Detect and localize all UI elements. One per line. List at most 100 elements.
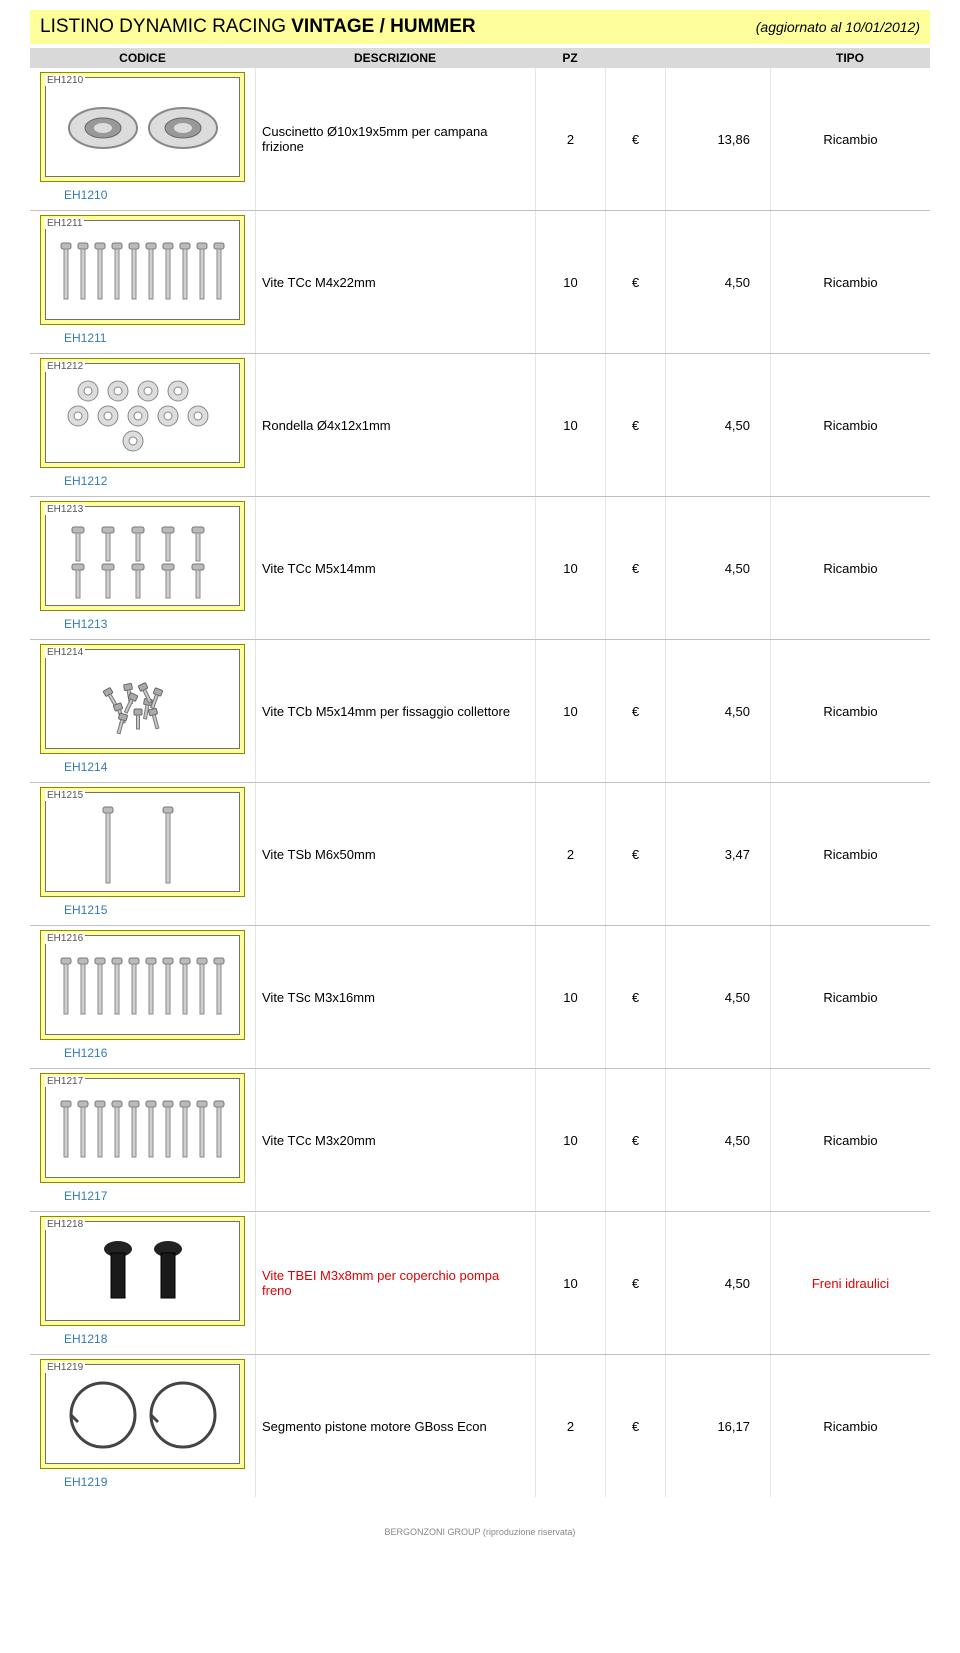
product-thumbnail xyxy=(45,1364,240,1464)
table-row: EH1213 xyxy=(30,496,930,639)
table-row: EH1211 xyxy=(30,210,930,353)
product-code: EH1211 xyxy=(34,331,106,345)
page-footer: BERGONZONI GROUP (riproduzione riservata… xyxy=(30,1527,930,1537)
product-image-box: EH1219 xyxy=(40,1359,245,1469)
cell-currency: € xyxy=(605,640,665,782)
cell-pz: 10 xyxy=(535,1212,605,1354)
cell-pz: 10 xyxy=(535,354,605,496)
column-headers: CODICE DESCRIZIONE PZ TIPO xyxy=(30,48,930,68)
cell-codice: EH1216 xyxy=(30,926,255,1068)
product-image-box: EH1218 xyxy=(40,1216,245,1326)
product-thumbnail xyxy=(45,1078,240,1178)
product-code: EH1216 xyxy=(34,1046,107,1060)
col-descrizione: DESCRIZIONE xyxy=(255,48,535,68)
cell-pz: 10 xyxy=(535,211,605,353)
cell-tipo: Ricambio xyxy=(770,354,930,496)
cell-descrizione: Vite TCc M5x14mm xyxy=(255,497,535,639)
cell-descrizione: Vite TCb M5x14mm per fissaggio collettor… xyxy=(255,640,535,782)
cell-codice: EH1219 EH1219 xyxy=(30,1355,255,1497)
header-updated: (aggiornato al 10/01/2012) xyxy=(756,19,920,35)
cell-price: 4,50 xyxy=(665,497,770,639)
product-code: EH1218 xyxy=(34,1332,107,1346)
cell-descrizione: Segmento pistone motore GBoss Econ xyxy=(255,1355,535,1497)
col-price-blank xyxy=(665,48,770,68)
cell-pz: 2 xyxy=(535,68,605,210)
cell-tipo: Ricambio xyxy=(770,211,930,353)
cell-price: 4,50 xyxy=(665,926,770,1068)
cell-descrizione: Vite TSb M6x50mm xyxy=(255,783,535,925)
cell-codice: EH1213 xyxy=(30,497,255,639)
cell-codice: EH1218 EH1218 xyxy=(30,1212,255,1354)
cell-currency: € xyxy=(605,1069,665,1211)
cell-price: 3,47 xyxy=(665,783,770,925)
header-title: LISTINO DYNAMIC RACING VINTAGE / HUMMER xyxy=(40,16,476,38)
product-thumbnail xyxy=(45,220,240,320)
table-row: EH1216 xyxy=(30,925,930,1068)
cell-pz: 2 xyxy=(535,783,605,925)
product-thumbnail xyxy=(45,649,240,749)
product-thumbnail xyxy=(45,363,240,463)
cell-currency: € xyxy=(605,497,665,639)
product-image-box: EH1215 xyxy=(40,787,245,897)
cell-currency: € xyxy=(605,211,665,353)
image-code-label: EH1211 xyxy=(45,218,84,229)
product-code: EH1219 xyxy=(34,1475,107,1489)
image-code-label: EH1216 xyxy=(45,933,85,944)
cell-tipo: Ricambio xyxy=(770,497,930,639)
product-image-box: EH1211 xyxy=(40,215,245,325)
table-row: EH1215 EH1215 Vite TSb M6x50mm 2 € 3,47 … xyxy=(30,782,930,925)
cell-descrizione: Rondella Ø4x12x1mm xyxy=(255,354,535,496)
image-code-label: EH1217 xyxy=(45,1076,85,1087)
cell-pz: 10 xyxy=(535,640,605,782)
table-body: EH1210 EH1210 Cuscinetto Ø10x19x5mm per … xyxy=(30,68,930,1497)
cell-tipo: Ricambio xyxy=(770,783,930,925)
page-header: LISTINO DYNAMIC RACING VINTAGE / HUMMER … xyxy=(30,10,930,44)
cell-descrizione: Cuscinetto Ø10x19x5mm per campana frizio… xyxy=(255,68,535,210)
cell-tipo: Ricambio xyxy=(770,1069,930,1211)
table-row: EH1212 xyxy=(30,353,930,496)
product-thumbnail xyxy=(45,792,240,892)
title-prefix: LISTINO DYNAMIC RACING xyxy=(40,16,291,37)
image-code-label: EH1212 xyxy=(45,361,85,372)
cell-currency: € xyxy=(605,783,665,925)
cell-currency: € xyxy=(605,1355,665,1497)
product-code: EH1212 xyxy=(34,474,107,488)
image-code-label: EH1218 xyxy=(45,1219,85,1230)
cell-currency: € xyxy=(605,926,665,1068)
product-code: EH1217 xyxy=(34,1189,107,1203)
cell-pz: 2 xyxy=(535,1355,605,1497)
cell-price: 4,50 xyxy=(665,211,770,353)
cell-pz: 10 xyxy=(535,926,605,1068)
product-code: EH1213 xyxy=(34,617,107,631)
table-row: EH1210 EH1210 Cuscinetto Ø10x19x5mm per … xyxy=(30,68,930,210)
table-row: EH1214 xyxy=(30,639,930,782)
product-thumbnail xyxy=(45,506,240,606)
product-image-box: EH1214 xyxy=(40,644,245,754)
page: LISTINO DYNAMIC RACING VINTAGE / HUMMER … xyxy=(0,0,960,1577)
cell-tipo: Ricambio xyxy=(770,926,930,1068)
product-thumbnail xyxy=(45,77,240,177)
cell-currency: € xyxy=(605,354,665,496)
cell-currency: € xyxy=(605,68,665,210)
cell-pz: 10 xyxy=(535,1069,605,1211)
cell-price: 16,17 xyxy=(665,1355,770,1497)
cell-codice: EH1217 xyxy=(30,1069,255,1211)
cell-codice: EH1211 xyxy=(30,211,255,353)
cell-descrizione: Vite TSc M3x16mm xyxy=(255,926,535,1068)
col-codice: CODICE xyxy=(30,48,255,68)
title-bold: VINTAGE / HUMMER xyxy=(291,16,475,37)
image-code-label: EH1214 xyxy=(45,647,85,658)
product-image-box: EH1210 xyxy=(40,72,245,182)
product-code: EH1210 xyxy=(34,188,107,202)
cell-codice: EH1212 xyxy=(30,354,255,496)
cell-price: 4,50 xyxy=(665,1069,770,1211)
table-row: EH1217 xyxy=(30,1068,930,1211)
cell-tipo: Ricambio xyxy=(770,640,930,782)
cell-codice: EH1214 xyxy=(30,640,255,782)
cell-tipo: Ricambio xyxy=(770,1355,930,1497)
product-image-box: EH1216 xyxy=(40,930,245,1040)
cell-price: 4,50 xyxy=(665,1212,770,1354)
cell-currency: € xyxy=(605,1212,665,1354)
cell-codice: EH1210 EH1210 xyxy=(30,68,255,210)
table-row: EH1219 EH1219 Segmento pistone motore GB… xyxy=(30,1354,930,1497)
